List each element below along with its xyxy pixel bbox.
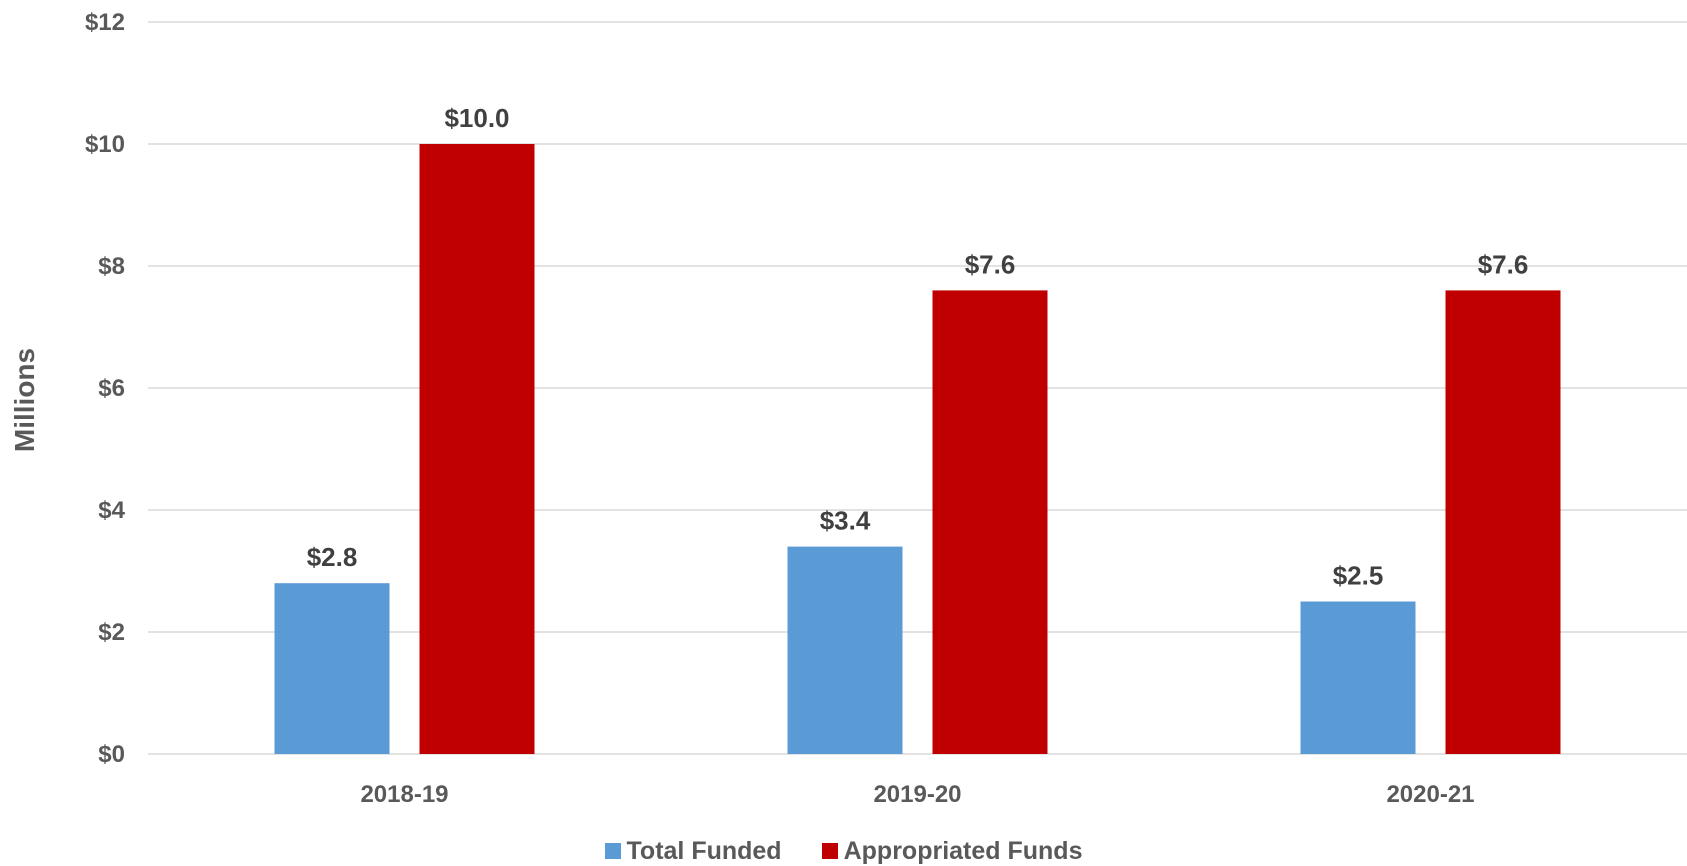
bar-appropriated-funds [932,290,1048,754]
bars: $2.8 $10.0 $3.4 $7.6 $2.5 $7.6 [274,103,1561,754]
data-label: $10.0 [444,103,509,133]
y-axis-ticks: $0 $2 $4 $6 $8 $10 $12 [85,9,126,768]
legend: Total Funded Appropriated Funds [0,836,1687,866]
data-label: $3.4 [820,506,871,536]
bar-total-funded [274,583,390,754]
legend-swatch-total-funded [604,843,621,859]
y-tick-label: $8 [98,253,125,280]
y-tick-label: $10 [85,131,125,158]
bar-chart: $0 $2 $4 $6 $8 $10 $12 $2.8 $10.0 $3.4 $7.6 $2.5 $7… [9,9,1687,808]
y-tick-label: $4 [98,497,125,524]
legend-item-total-funded: Total Funded [604,836,782,866]
legend-item-appropriated-funds: Appropriated Funds [821,836,1083,866]
y-tick-label: $2 [98,619,125,646]
data-label: $7.6 [965,249,1016,279]
bar-total-funded [787,546,903,754]
y-axis-label: Millions [9,348,40,452]
x-tick-label: 2018-19 [360,781,448,808]
bar-appropriated-funds [1445,290,1561,754]
y-tick-label: $0 [98,741,125,768]
data-label: $7.6 [1478,249,1529,279]
x-axis-ticks: 2018-19 2019-20 2020-21 [360,781,1474,808]
legend-swatch-appropriated-funds [821,843,838,859]
bar-appropriated-funds [419,144,535,754]
gridlines [148,21,1687,755]
x-tick-label: 2019-20 [873,781,961,808]
x-tick-label: 2020-21 [1386,781,1474,808]
data-label: $2.8 [307,542,358,572]
data-label: $2.5 [1333,561,1384,591]
y-tick-label: $6 [98,375,125,402]
y-tick-label: $12 [85,9,125,36]
legend-label-total-funded: Total Funded [626,836,782,865]
bar-total-funded [1300,601,1416,754]
legend-label-appropriated-funds: Appropriated Funds [843,836,1083,865]
